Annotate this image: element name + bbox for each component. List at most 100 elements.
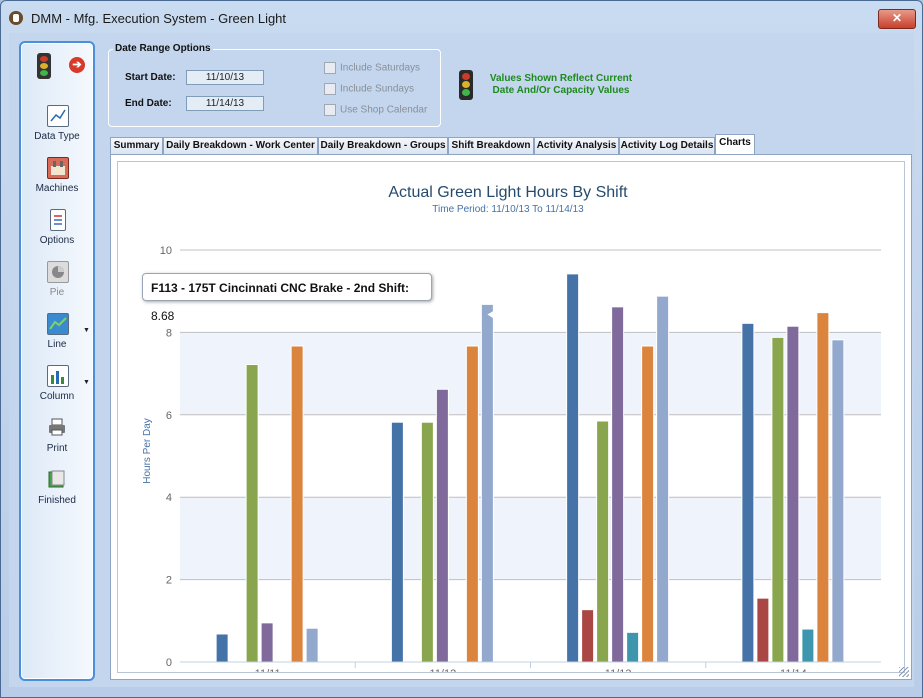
y-tick-label: 10 — [160, 245, 172, 257]
sidebar-item-line[interactable]: ▼ Line — [21, 313, 93, 363]
tab-activity-log-details[interactable]: Activity Log Details — [619, 137, 715, 155]
sidebar-item-pie: Pie — [21, 261, 93, 311]
sidebar-item-label: Finished — [38, 495, 76, 506]
finished-icon — [47, 469, 67, 489]
chart-bar[interactable] — [581, 609, 595, 663]
chart-bar[interactable] — [831, 339, 845, 663]
chart-bar[interactable] — [465, 345, 479, 663]
y-tick-label: 0 — [166, 657, 172, 669]
chart-tooltip: F113 - 175T Cincinnati CNC Brake - 2nd S… — [142, 273, 432, 323]
chart-bar[interactable] — [786, 325, 800, 663]
checkbox-label: Include Saturdays — [340, 62, 421, 74]
sidebar-item-label: Print — [46, 443, 68, 454]
include-sundays-checkbox[interactable]: Include Sundays — [324, 83, 414, 95]
chart-bar[interactable] — [816, 312, 830, 663]
chart-bar[interactable] — [480, 303, 494, 663]
x-tick-label: 11/11 — [255, 668, 281, 672]
y-axis-label: Hours Per Day — [142, 418, 153, 484]
chevron-down-icon[interactable]: ▼ — [83, 327, 90, 334]
date-range-group: Date Range Options Start Date: 11/10/13 … — [108, 43, 441, 127]
chart-bar[interactable] — [596, 420, 610, 663]
chart-bar[interactable] — [741, 322, 755, 663]
close-button[interactable]: ✕ — [878, 9, 916, 29]
line-chart-icon — [47, 313, 69, 335]
chart-bar[interactable] — [420, 421, 434, 663]
checkbox-label: Include Sundays — [340, 83, 414, 95]
go-arrow-icon[interactable]: ➔ — [69, 57, 85, 73]
app-icon — [9, 11, 23, 25]
chart-bar[interactable] — [215, 633, 229, 663]
sidebar-item-label: Data Type — [34, 131, 80, 142]
y-tick-label: 6 — [166, 410, 172, 422]
pie-chart-icon — [47, 261, 69, 283]
end-date-label: End Date: — [125, 98, 172, 109]
x-tick-label: 11/12 — [430, 668, 457, 672]
start-date-field[interactable]: 11/10/13 — [186, 70, 264, 85]
tab-daily-breakdown-groups[interactable]: Daily Breakdown - Groups — [318, 137, 448, 155]
sidebar-item-label: Column — [39, 391, 75, 402]
printer-icon — [47, 417, 67, 437]
sidebar-item-finished[interactable]: Finished — [21, 469, 93, 519]
chart-bar[interactable] — [305, 627, 319, 663]
x-tick-label: 11/14 — [780, 668, 807, 672]
chart-frame: Actual Green Light Hours By Shift Time P… — [117, 161, 905, 680]
sidebar-item-column[interactable]: ▼ Column — [21, 365, 93, 415]
chart-bar[interactable] — [626, 631, 640, 663]
traffic-light-icon — [459, 70, 473, 100]
chart-bar[interactable] — [611, 306, 625, 663]
tab-charts[interactable]: Charts — [715, 134, 755, 156]
checkbox-box[interactable] — [324, 104, 336, 116]
sidebar-item-print[interactable]: Print — [21, 417, 93, 467]
tooltip-value: 8.68 — [151, 309, 175, 323]
chevron-down-icon[interactable]: ▼ — [83, 379, 90, 386]
tab-summary[interactable]: Summary — [110, 137, 163, 155]
chart-bar[interactable] — [435, 388, 449, 663]
sidebar-item-options[interactable]: Options — [21, 209, 93, 259]
start-date-label: Start Date: — [125, 72, 176, 83]
checkbox-label: Use Shop Calendar — [340, 104, 428, 116]
include-saturdays-checkbox[interactable]: Include Saturdays — [324, 62, 420, 74]
sidebar: ➔ Data Type Machines Options — [19, 41, 95, 681]
plot-area: 0 2 4 6 8 10 11/11 11/12 11/13 11/14 — [160, 245, 881, 680]
date-range-title: Date Range Options — [113, 43, 213, 54]
y-tick-label: 8 — [166, 327, 172, 339]
title-bar[interactable]: DMM - Mfg. Execution System - Green Ligh… — [1, 1, 922, 35]
window-title: DMM - Mfg. Execution System - Green Ligh… — [31, 11, 287, 26]
end-date-field[interactable]: 11/14/13 — [186, 96, 264, 111]
tab-shift-breakdown[interactable]: Shift Breakdown — [448, 137, 534, 155]
y-tick-label: 2 — [166, 575, 172, 587]
chart-bar[interactable] — [801, 628, 815, 663]
tab-activity-analysis[interactable]: Activity Analysis — [534, 137, 619, 155]
chart-bar[interactable] — [641, 345, 655, 663]
column-chart[interactable]: Actual Green Light Hours By Shift Time P… — [118, 162, 904, 680]
chart-bar[interactable] — [566, 273, 580, 663]
tooltip-label: F113 - 175T Cincinnati CNC Brake - 2nd S… — [151, 281, 410, 295]
chart-title: Actual Green Light Hours By Shift — [388, 184, 628, 201]
chart-bar[interactable] — [290, 345, 304, 663]
tab-daily-breakdown-work-center[interactable]: Daily Breakdown - Work Center — [163, 137, 318, 155]
charts-panel: Actual Green Light Hours By Shift Time P… — [110, 154, 912, 680]
sidebar-item-label: Machines — [35, 183, 79, 194]
sidebar-item-data-type[interactable]: Data Type — [21, 105, 93, 155]
values-note-line2: Date And/Or Capacity Values — [492, 85, 630, 96]
checkbox-box[interactable] — [324, 83, 336, 95]
chart-bar[interactable] — [245, 364, 259, 663]
sidebar-item-machines[interactable]: Machines — [21, 157, 93, 207]
use-shop-calendar-checkbox[interactable]: Use Shop Calendar — [324, 104, 427, 116]
chart-bar[interactable] — [390, 421, 404, 663]
chart-bar[interactable] — [260, 622, 274, 663]
sidebar-item-label: Line — [47, 339, 67, 350]
options-icon — [50, 209, 66, 231]
chart-bar[interactable] — [756, 597, 770, 663]
checkbox-box[interactable] — [324, 62, 336, 74]
x-tick-label: 11/13 — [605, 668, 632, 672]
sidebar-item-label: Pie — [49, 287, 65, 298]
traffic-light-icon — [37, 53, 51, 79]
values-note-line1: Values Shown Reflect Current — [489, 73, 633, 84]
column-chart-icon — [47, 365, 69, 387]
chart-bar[interactable] — [771, 336, 785, 663]
sidebar-header: ➔ — [21, 43, 93, 93]
resize-grip-icon[interactable] — [899, 667, 909, 677]
chart-bar[interactable] — [656, 295, 670, 663]
